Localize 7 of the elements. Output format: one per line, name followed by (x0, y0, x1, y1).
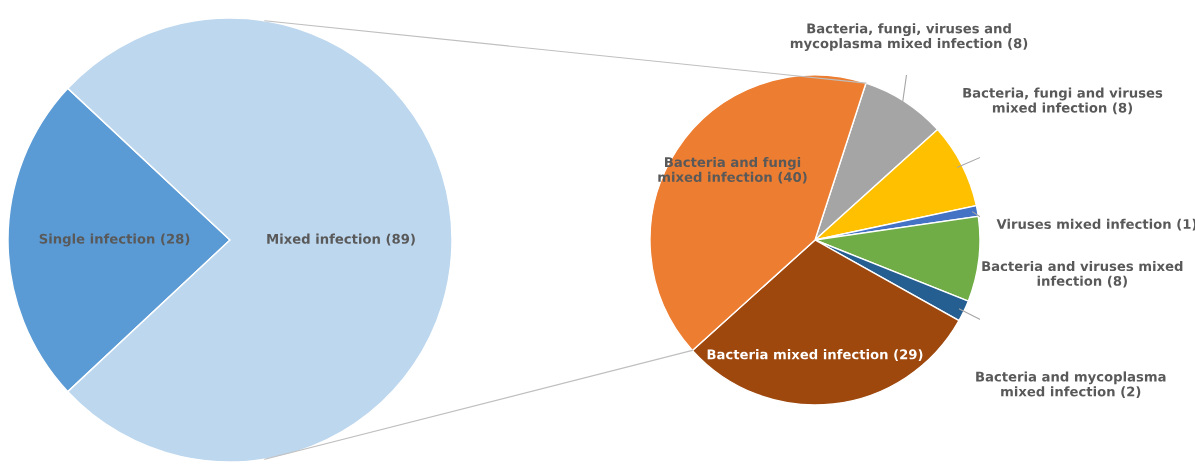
slice-label: Bacteria and mycoplasma mixed infection (2) (976, 371, 1166, 399)
slice-label: Single infection (28) (39, 233, 190, 247)
slice-label: Mixed infection (89) (267, 233, 415, 246)
slice-label: Bacteria, fungi and viruses mixed infection (8) (963, 87, 1163, 115)
slice-label: Bacteria mixed infection (29) (707, 349, 923, 361)
slice-label: Bacteria and viruses mixed infection (8) (982, 260, 1183, 288)
slice-label: Bacteria, fungi, viruses and mycoplasma mixed infection (8) (790, 23, 1028, 51)
